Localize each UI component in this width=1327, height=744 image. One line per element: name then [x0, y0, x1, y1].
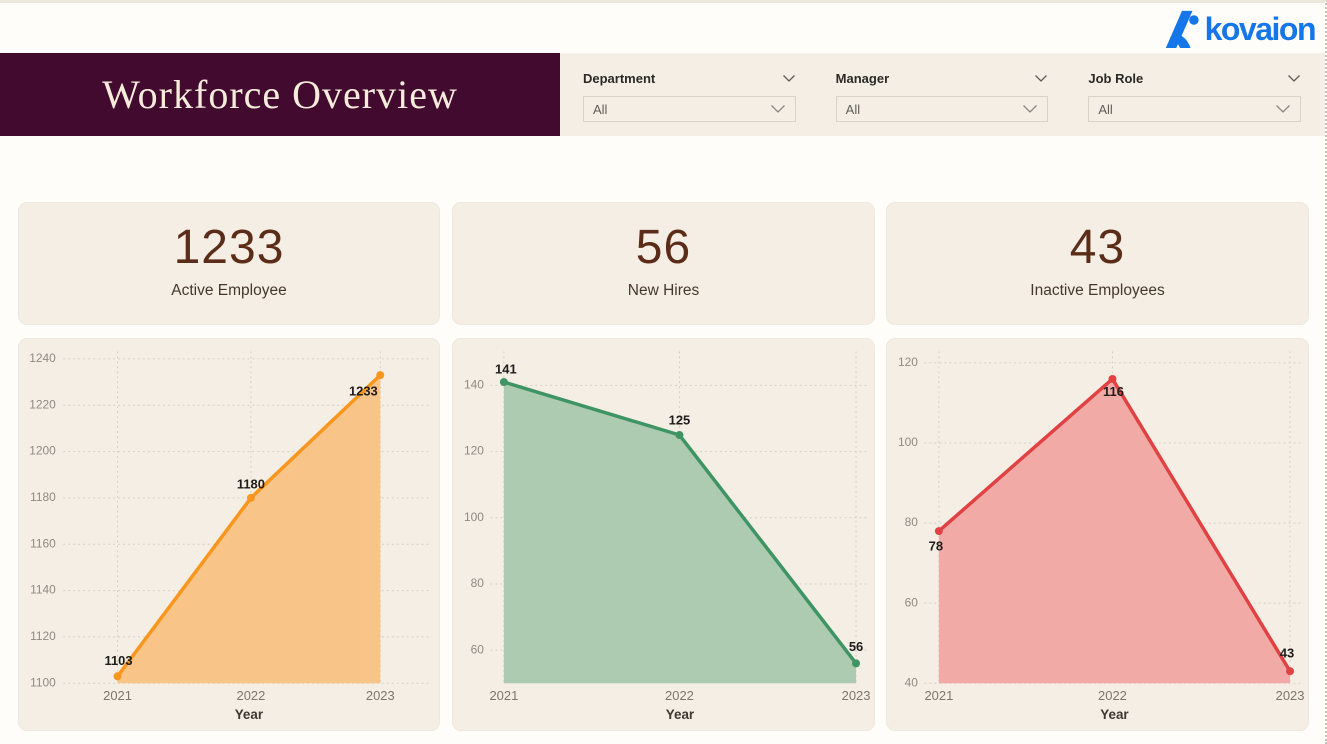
filter-job-role-value: All — [1098, 101, 1113, 117]
y-tick-label: 1180 — [30, 490, 56, 504]
kpi-card-inactive-employees: 43 Inactive Employees — [886, 202, 1309, 325]
data-label: 1103 — [105, 653, 133, 668]
filter-department-value: All — [593, 101, 608, 117]
chevron-down-icon[interactable] — [782, 74, 796, 83]
filter-manager-header[interactable]: Manager — [836, 70, 1049, 87]
top-bar: kovaion — [0, 3, 1325, 53]
filter-department-dropdown[interactable]: All — [583, 96, 796, 122]
area-chart-new-hires[interactable]: 60 80 100 120 140 141 125 56 2021 2022 2023 Year — [453, 339, 874, 730]
filter-manager: Manager All — [835, 70, 1049, 136]
data-label: 43 — [1280, 646, 1294, 661]
chevron-down-icon — [1023, 105, 1038, 113]
filter-department-label: Department — [583, 71, 656, 86]
x-tick-label: 2023 — [1276, 688, 1305, 703]
data-label: 116 — [1103, 384, 1124, 399]
filter-job-role-header[interactable]: Job Role — [1088, 70, 1301, 87]
data-label: 56 — [849, 639, 863, 654]
area-chart-inactive-employees[interactable]: 40 60 80 100 120 78 116 43 2021 2022 2023 Year — [887, 339, 1308, 730]
filter-department: Department All — [583, 70, 796, 136]
y-tick-label: 100 — [464, 510, 484, 524]
y-tick-label: 120 — [464, 444, 484, 458]
page-title: Workforce Overview — [102, 72, 458, 117]
filter-manager-label: Manager — [835, 71, 890, 86]
data-label: 1180 — [237, 476, 265, 491]
chart-card-new-hires: 60 80 100 120 140 141 125 56 2021 2022 2023 Year — [452, 338, 875, 731]
x-axis-title: Year — [666, 707, 695, 722]
kovaion-logo: kovaion — [1164, 9, 1317, 49]
kpi-card-new-hires: 56 New Hires — [452, 202, 875, 325]
filter-job-role-dropdown[interactable]: All — [1088, 96, 1302, 122]
x-axis-title: Year — [235, 707, 264, 722]
data-point[interactable] — [675, 431, 684, 439]
y-tick-label: 1120 — [30, 629, 56, 643]
kpi-value: 56 — [635, 221, 692, 274]
data-point[interactable] — [113, 672, 122, 681]
data-label: 1233 — [349, 383, 378, 398]
data-point[interactable] — [934, 527, 943, 536]
y-tick-label: 120 — [898, 355, 918, 369]
kovaion-k-icon — [1165, 10, 1199, 49]
chevron-down-icon[interactable] — [1034, 74, 1048, 83]
chevron-down-icon — [770, 105, 785, 113]
x-tick-label: 2023 — [366, 688, 395, 703]
data-point[interactable] — [1286, 667, 1295, 676]
data-point[interactable] — [499, 378, 508, 387]
kpi-card-active-employee: 1233 Active Employee — [18, 202, 440, 325]
filter-band: Department All Manager All Job Role All — [560, 53, 1325, 136]
kpi-label: Inactive Employees — [1030, 282, 1165, 299]
filter-job-role: Job Role All — [1088, 70, 1302, 136]
data-point[interactable] — [1108, 374, 1117, 383]
data-point[interactable] — [246, 493, 255, 502]
chevron-down-icon[interactable] — [1287, 74, 1301, 83]
filter-manager-value: All — [845, 101, 861, 117]
filter-department-header[interactable]: Department — [583, 70, 796, 87]
data-label: 78 — [929, 538, 943, 553]
y-tick-label: 1100 — [30, 675, 56, 689]
kpi-label: Active Employee — [171, 282, 287, 299]
data-label: 141 — [495, 362, 517, 377]
data-point[interactable] — [376, 371, 385, 380]
y-tick-label: 140 — [464, 378, 484, 392]
area-fill[interactable] — [503, 382, 857, 684]
y-tick-label: 1240 — [29, 351, 56, 365]
filter-job-role-label: Job Role — [1088, 71, 1144, 86]
y-tick-label: 40 — [905, 675, 919, 689]
kpi-value: 43 — [1069, 221, 1126, 274]
kpi-label: New Hires — [627, 282, 700, 299]
filter-manager-dropdown[interactable]: All — [835, 96, 1049, 122]
x-tick-label: 2022 — [665, 688, 694, 703]
chart-card-inactive-employees: 40 60 80 100 120 78 116 43 2021 2022 2023 Year — [886, 338, 1309, 731]
brand-name: kovaion — [1204, 10, 1317, 47]
y-tick-label: 80 — [471, 576, 485, 590]
data-label: 125 — [669, 413, 691, 428]
x-axis-title: Year — [1100, 707, 1129, 722]
chevron-down-icon — [1276, 105, 1290, 113]
x-tick-label: 2023 — [842, 688, 871, 703]
area-chart-active-employees[interactable]: 1100 1120 1140 1160 1180 1200 1220 1240 1103 1180… — [19, 339, 439, 730]
x-tick-label: 2022 — [237, 688, 266, 703]
y-tick-label: 1160 — [30, 536, 56, 550]
y-tick-label: 60 — [905, 595, 919, 609]
kpi-value: 1233 — [173, 221, 285, 274]
x-tick-label: 2021 — [103, 688, 132, 703]
y-tick-label: 1140 — [30, 583, 56, 597]
x-tick-label: 2021 — [489, 688, 518, 703]
y-tick-label: 60 — [471, 642, 485, 656]
report-title-bar: Workforce Overview — [0, 53, 560, 136]
y-tick-label: 100 — [898, 435, 918, 449]
x-tick-label: 2021 — [924, 688, 953, 703]
y-tick-label: 80 — [905, 515, 919, 529]
area-fill[interactable] — [117, 375, 381, 684]
y-tick-label: 1200 — [29, 444, 56, 458]
chart-card-active-employees: 1100 1120 1140 1160 1180 1200 1220 1240 1103 1180… — [18, 338, 440, 731]
data-point[interactable] — [852, 659, 861, 668]
x-tick-label: 2022 — [1098, 688, 1127, 703]
y-tick-label: 1220 — [29, 397, 56, 411]
area-fill[interactable] — [938, 378, 1291, 684]
